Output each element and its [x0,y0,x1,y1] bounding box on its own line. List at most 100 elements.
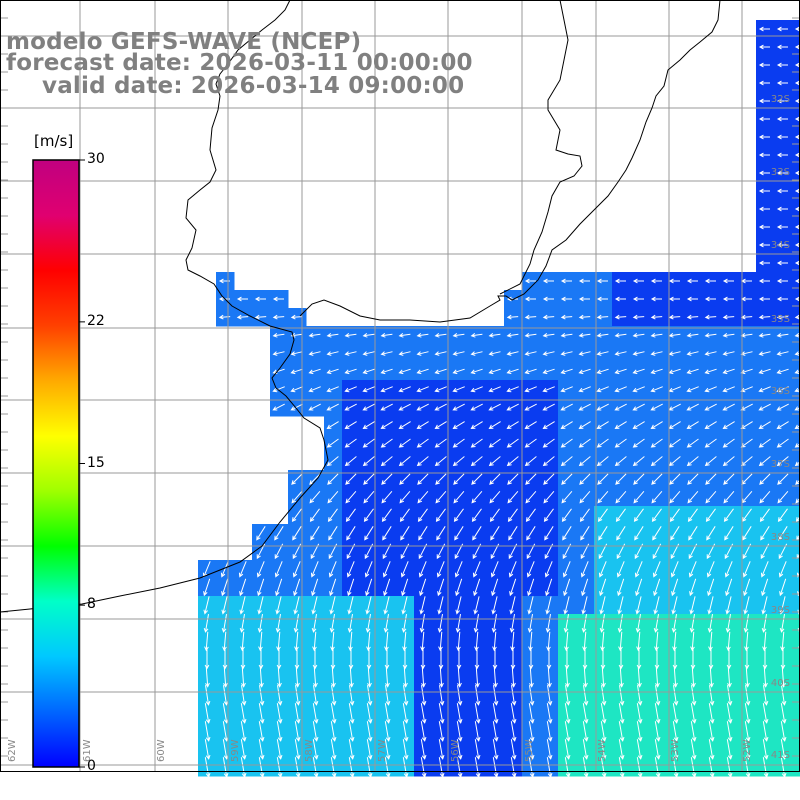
wind-arrow [795,497,800,504]
wind-arrow [686,296,698,302]
wind-arrow [776,26,788,32]
wind-arrow [452,368,465,375]
wind-arrow [258,739,265,760]
wind-arrow [400,561,409,578]
wind-arrow [758,296,770,302]
wind-arrow [653,596,660,615]
wind-arrow [632,314,645,320]
wind-arrow [434,421,447,429]
wind-arrow [704,351,717,356]
wind-arrow [779,596,786,615]
wind-arrow [328,561,337,578]
wind-arrow [704,333,717,338]
wind-arrow [542,456,555,467]
wind-arrow [546,739,553,760]
wind-arrow [596,333,609,338]
wind-arrow [528,649,534,670]
wind-arrow [506,456,519,467]
wind-arrow [402,703,409,724]
wind-arrow [650,351,663,356]
wind-arrow [365,578,373,597]
wind-arrow [618,721,625,742]
wind-arrow [384,739,391,760]
wind-arrow [434,403,447,411]
wind-arrow [578,421,591,429]
wind-arrow [326,438,339,448]
wind-arrow [348,721,355,742]
wind-arrow [758,368,771,375]
wind-arrow [437,614,443,633]
wind-arrow [524,368,537,375]
wind-arrow [758,314,771,320]
wind-arrow [381,473,393,485]
wind-arrow [596,314,609,320]
wind-arrow [724,526,734,541]
wind-arrow [204,631,209,652]
wind-arrow [420,649,426,670]
wind-arrow [794,170,800,176]
wind-arrow [795,515,800,523]
wind-arrow [257,578,265,597]
wind-arrow [293,596,300,615]
wind-arrow [722,314,735,320]
wind-arrow [561,508,572,523]
wind-arrow [546,703,553,724]
wind-arrow [637,685,643,706]
latitude-label: 34S [771,240,790,251]
wind-arrow [434,386,447,393]
wind-arrow [453,490,465,504]
wind-arrow [330,757,337,778]
wind-arrow [399,490,411,504]
wind-arrow [794,314,800,320]
wind-arrow [254,296,266,302]
wind-arrow [794,278,800,284]
wind-arrow [529,685,535,706]
wind-arrow [542,421,555,429]
wind-speed-cell [792,434,800,453]
wind-arrow [795,479,800,485]
wind-arrow [470,456,483,467]
wind-arrow [596,421,609,429]
wind-arrow [384,703,391,724]
wind-speed-cell [792,740,800,759]
wind-arrow [489,508,500,523]
longitude-label: 56W [450,739,461,762]
wind-arrow [614,386,627,393]
wind-arrow [292,526,302,541]
wind-arrow [704,403,717,411]
colorbar [32,159,80,768]
wind-arrow [291,490,303,504]
wind-arrow [470,368,483,375]
wind-arrow [455,614,461,633]
wind-arrow [758,80,770,86]
wind-arrow [221,596,228,615]
wind-arrow [312,631,317,652]
wind-arrow [205,667,210,688]
wind-arrow [776,421,789,429]
wind-arrow [542,296,554,302]
wind-arrow [258,631,263,652]
wind-arrow [776,386,789,393]
wind-arrow [380,438,393,448]
wind-arrow [581,596,588,615]
wind-arrow [794,387,800,393]
wind-arrow [473,596,480,615]
wind-arrow [416,333,429,338]
wind-arrow [669,473,681,485]
wind-arrow [758,116,770,122]
wind-arrow [222,757,229,778]
wind-arrow [416,438,429,448]
wind-arrow [744,649,750,670]
wind-arrow [471,508,482,523]
wind-arrow [436,526,446,541]
wind-arrow [578,351,591,356]
wind-arrow [402,721,409,742]
wind-arrow [776,314,789,320]
wind-arrow [780,757,787,778]
wind-arrow [439,685,445,706]
wind-arrow [438,703,445,724]
latitude-label: 36S [771,386,790,397]
wind-arrow [708,703,715,724]
wind-speed-cell [792,542,800,561]
